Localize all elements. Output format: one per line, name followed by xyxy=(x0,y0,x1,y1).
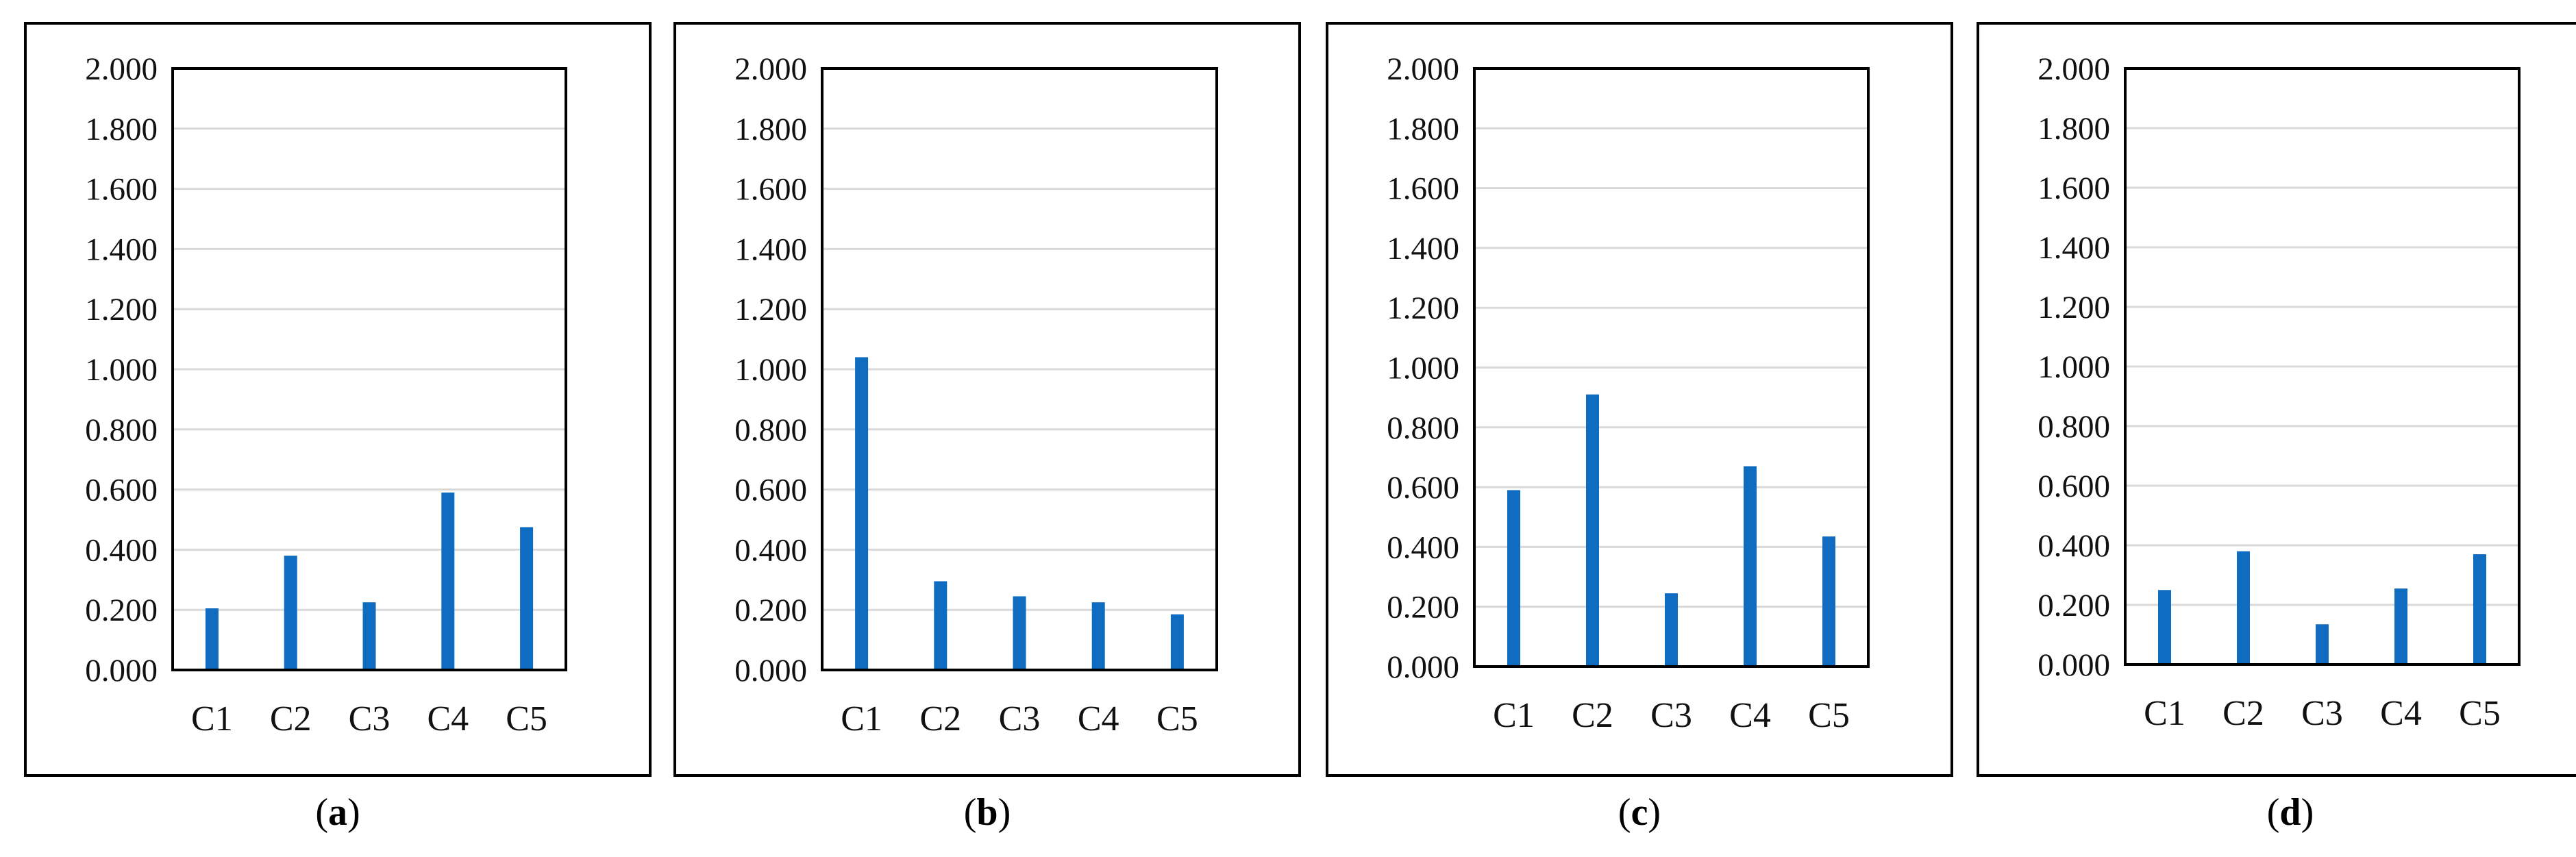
x-tick-label: C4 xyxy=(427,699,469,738)
bar-c5 xyxy=(2473,554,2486,665)
y-tick-label: 1.800 xyxy=(1387,111,1459,147)
panel-c-frame xyxy=(1326,22,1953,777)
y-tick-label: 0.600 xyxy=(1387,470,1459,506)
y-tick-label: 1.600 xyxy=(85,172,158,208)
bar-c2 xyxy=(1586,394,1599,667)
y-tick-label: 0.400 xyxy=(2038,528,2110,564)
x-tick-label: C4 xyxy=(1078,699,1119,738)
y-tick-label: 1.000 xyxy=(85,352,158,388)
plot-area-border xyxy=(1473,67,1870,668)
panel-b-frame xyxy=(673,22,1301,777)
bar-c2 xyxy=(284,556,297,670)
y-tick-label: 0.400 xyxy=(85,532,158,568)
y-tick-label: 0.800 xyxy=(734,412,807,448)
y-tick-label: 1.400 xyxy=(2038,230,2110,266)
panel-c-caption: (c) xyxy=(1618,791,1661,834)
x-tick-label: C4 xyxy=(1729,696,1771,735)
bar-c3 xyxy=(362,602,376,670)
y-tick-label: 1.600 xyxy=(1387,171,1459,207)
y-tick-label: 0.000 xyxy=(1387,649,1459,685)
x-tick-label: C3 xyxy=(1650,696,1692,735)
y-tick-label: 1.200 xyxy=(734,292,807,327)
y-tick-label: 0.800 xyxy=(1387,410,1459,446)
bar-c4 xyxy=(1091,602,1105,670)
y-tick-label: 0.200 xyxy=(1387,590,1459,625)
bar-c4 xyxy=(1744,466,1757,667)
y-tick-label: 0.400 xyxy=(734,532,807,568)
bar-c1 xyxy=(1507,490,1520,667)
y-tick-label: 2.000 xyxy=(734,51,807,87)
bar-c4 xyxy=(2394,588,2407,665)
x-tick-label: C1 xyxy=(1493,696,1535,735)
x-tick-label: C1 xyxy=(841,699,882,738)
bar-c5 xyxy=(520,527,534,670)
bar-c5 xyxy=(1822,536,1835,667)
panel-a-caption: (a) xyxy=(315,791,360,834)
y-tick-label: 0.600 xyxy=(734,473,807,508)
x-tick-label: C1 xyxy=(2144,694,2185,733)
bar-c3 xyxy=(2316,624,2329,665)
y-tick-label: 1.600 xyxy=(734,172,807,208)
y-tick-label: 1.200 xyxy=(1387,290,1459,326)
y-tick-label: 1.800 xyxy=(85,112,158,147)
bar-c3 xyxy=(1013,596,1026,670)
y-tick-label: 0.800 xyxy=(85,412,158,448)
bar-c3 xyxy=(1665,593,1678,667)
y-tick-label: 0.600 xyxy=(85,473,158,508)
bar-c4 xyxy=(441,492,455,670)
bar-c1 xyxy=(855,357,869,670)
bar-c1 xyxy=(2158,590,2171,665)
y-tick-label: 0.000 xyxy=(734,653,807,688)
y-tick-label: 1.400 xyxy=(85,232,158,267)
plot-area-border xyxy=(171,67,567,671)
y-tick-label: 1.800 xyxy=(734,112,807,147)
y-tick-label: 1.800 xyxy=(2038,111,2110,147)
y-tick-label: 1.200 xyxy=(85,292,158,327)
panel-a-frame xyxy=(24,22,652,777)
y-tick-label: 2.000 xyxy=(1387,51,1459,87)
y-tick-label: 1.400 xyxy=(734,232,807,267)
y-tick-label: 2.000 xyxy=(2038,51,2110,87)
x-tick-label: C2 xyxy=(2222,694,2264,733)
y-tick-label: 0.400 xyxy=(1387,530,1459,565)
x-tick-label: C5 xyxy=(506,699,547,738)
y-tick-label: 0.000 xyxy=(85,653,158,688)
y-tick-label: 0.200 xyxy=(2038,588,2110,623)
y-tick-label: 0.000 xyxy=(2038,647,2110,683)
y-tick-label: 1.000 xyxy=(1387,351,1459,386)
x-tick-label: C3 xyxy=(999,699,1041,738)
x-tick-label: C2 xyxy=(919,699,961,738)
y-tick-label: 2.000 xyxy=(85,51,158,87)
x-tick-label: C2 xyxy=(1572,696,1613,735)
y-tick-label: 1.000 xyxy=(2038,349,2110,385)
y-tick-label: 1.600 xyxy=(2038,171,2110,206)
plot-area-border xyxy=(2124,67,2521,666)
x-tick-label: C4 xyxy=(2380,694,2422,733)
bar-c5 xyxy=(1170,614,1184,670)
panel-b-caption: (b) xyxy=(963,791,1011,834)
x-tick-label: C5 xyxy=(1156,699,1198,738)
y-tick-label: 1.200 xyxy=(2038,290,2110,325)
bar-c1 xyxy=(205,608,219,670)
y-tick-label: 0.200 xyxy=(734,593,807,628)
x-tick-label: C3 xyxy=(2301,694,2343,733)
bar-c2 xyxy=(934,581,948,670)
y-tick-label: 1.400 xyxy=(1387,231,1459,266)
x-tick-label: C5 xyxy=(2459,694,2501,733)
y-tick-label: 0.200 xyxy=(85,593,158,628)
x-tick-label: C2 xyxy=(270,699,312,738)
plot-area-border xyxy=(821,67,1218,671)
y-tick-label: 1.000 xyxy=(734,352,807,388)
panel-d-caption: (d) xyxy=(2266,791,2314,834)
x-tick-label: C3 xyxy=(349,699,391,738)
x-tick-label: C5 xyxy=(1808,696,1850,735)
y-tick-label: 0.600 xyxy=(2038,469,2110,504)
y-tick-label: 0.800 xyxy=(2038,409,2110,445)
bar-c2 xyxy=(2237,551,2250,665)
x-tick-label: C1 xyxy=(191,699,233,738)
